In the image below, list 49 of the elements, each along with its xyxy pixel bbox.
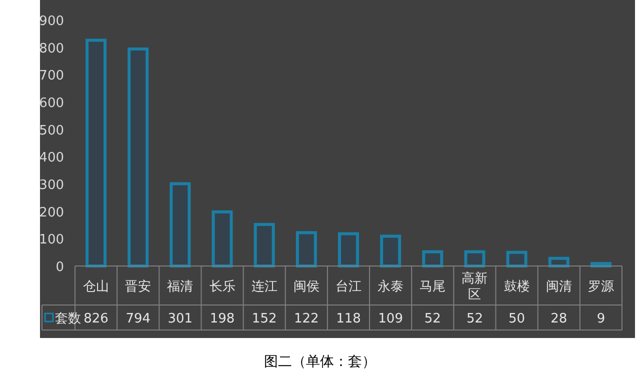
data-label: 118: [336, 312, 361, 326]
y-tick-label: 600: [39, 96, 64, 111]
y-tick-label: 300: [39, 178, 64, 193]
x-tick-label: 马尾: [420, 280, 446, 294]
x-tick-label: 连江: [251, 280, 278, 294]
x-tick-label: 高新区: [462, 270, 488, 302]
bar: [380, 234, 402, 268]
y-tick-label: 0: [56, 260, 64, 275]
y-tick-label: 900: [39, 14, 64, 29]
x-tick-label: 闽清: [546, 280, 572, 294]
x-tick-label: 晋安: [125, 278, 152, 294]
bar: [506, 250, 528, 268]
x-tick-label: 长乐: [209, 280, 236, 294]
bar: [422, 250, 444, 268]
y-tick-label: 100: [39, 232, 64, 248]
data-label: 109: [378, 312, 403, 326]
bar: [338, 232, 359, 268]
data-label: 50: [508, 312, 526, 326]
bar: [128, 47, 149, 268]
x-tick-label: 闽侯: [293, 280, 320, 294]
x-tick-label: 鼓楼: [504, 280, 530, 294]
data-label: 28: [550, 312, 568, 326]
y-tick-label: 800: [39, 41, 64, 56]
data-label: 52: [466, 312, 484, 326]
data-label: 301: [168, 312, 193, 326]
bar: [254, 222, 275, 268]
bar: [464, 250, 486, 268]
text: 图二（单体：套）: [264, 354, 376, 370]
bar: [170, 182, 191, 268]
x-tick-label: 罗源: [588, 280, 614, 294]
data-label: 152: [252, 312, 277, 326]
x-tick-label: 台江: [336, 280, 362, 294]
bar: [548, 256, 570, 268]
y-tick-label: 200: [39, 205, 64, 220]
data-label: 794: [126, 312, 151, 326]
x-tick-label: 永泰: [378, 278, 404, 294]
legend-label: 套数: [55, 312, 81, 326]
y-tick-label: 500: [39, 123, 64, 138]
data-label: 198: [210, 312, 235, 326]
data-label: 122: [294, 312, 319, 326]
x-tick-label: 仓山: [83, 280, 110, 294]
bar: [212, 210, 233, 268]
data-label: 52: [424, 312, 441, 326]
bar: [296, 231, 317, 268]
y-tick-label: 700: [39, 68, 64, 84]
bar: [86, 38, 107, 268]
data-label: 826: [84, 312, 108, 326]
x-tick-label: 福清: [167, 280, 194, 294]
data-label: 9: [596, 312, 606, 326]
